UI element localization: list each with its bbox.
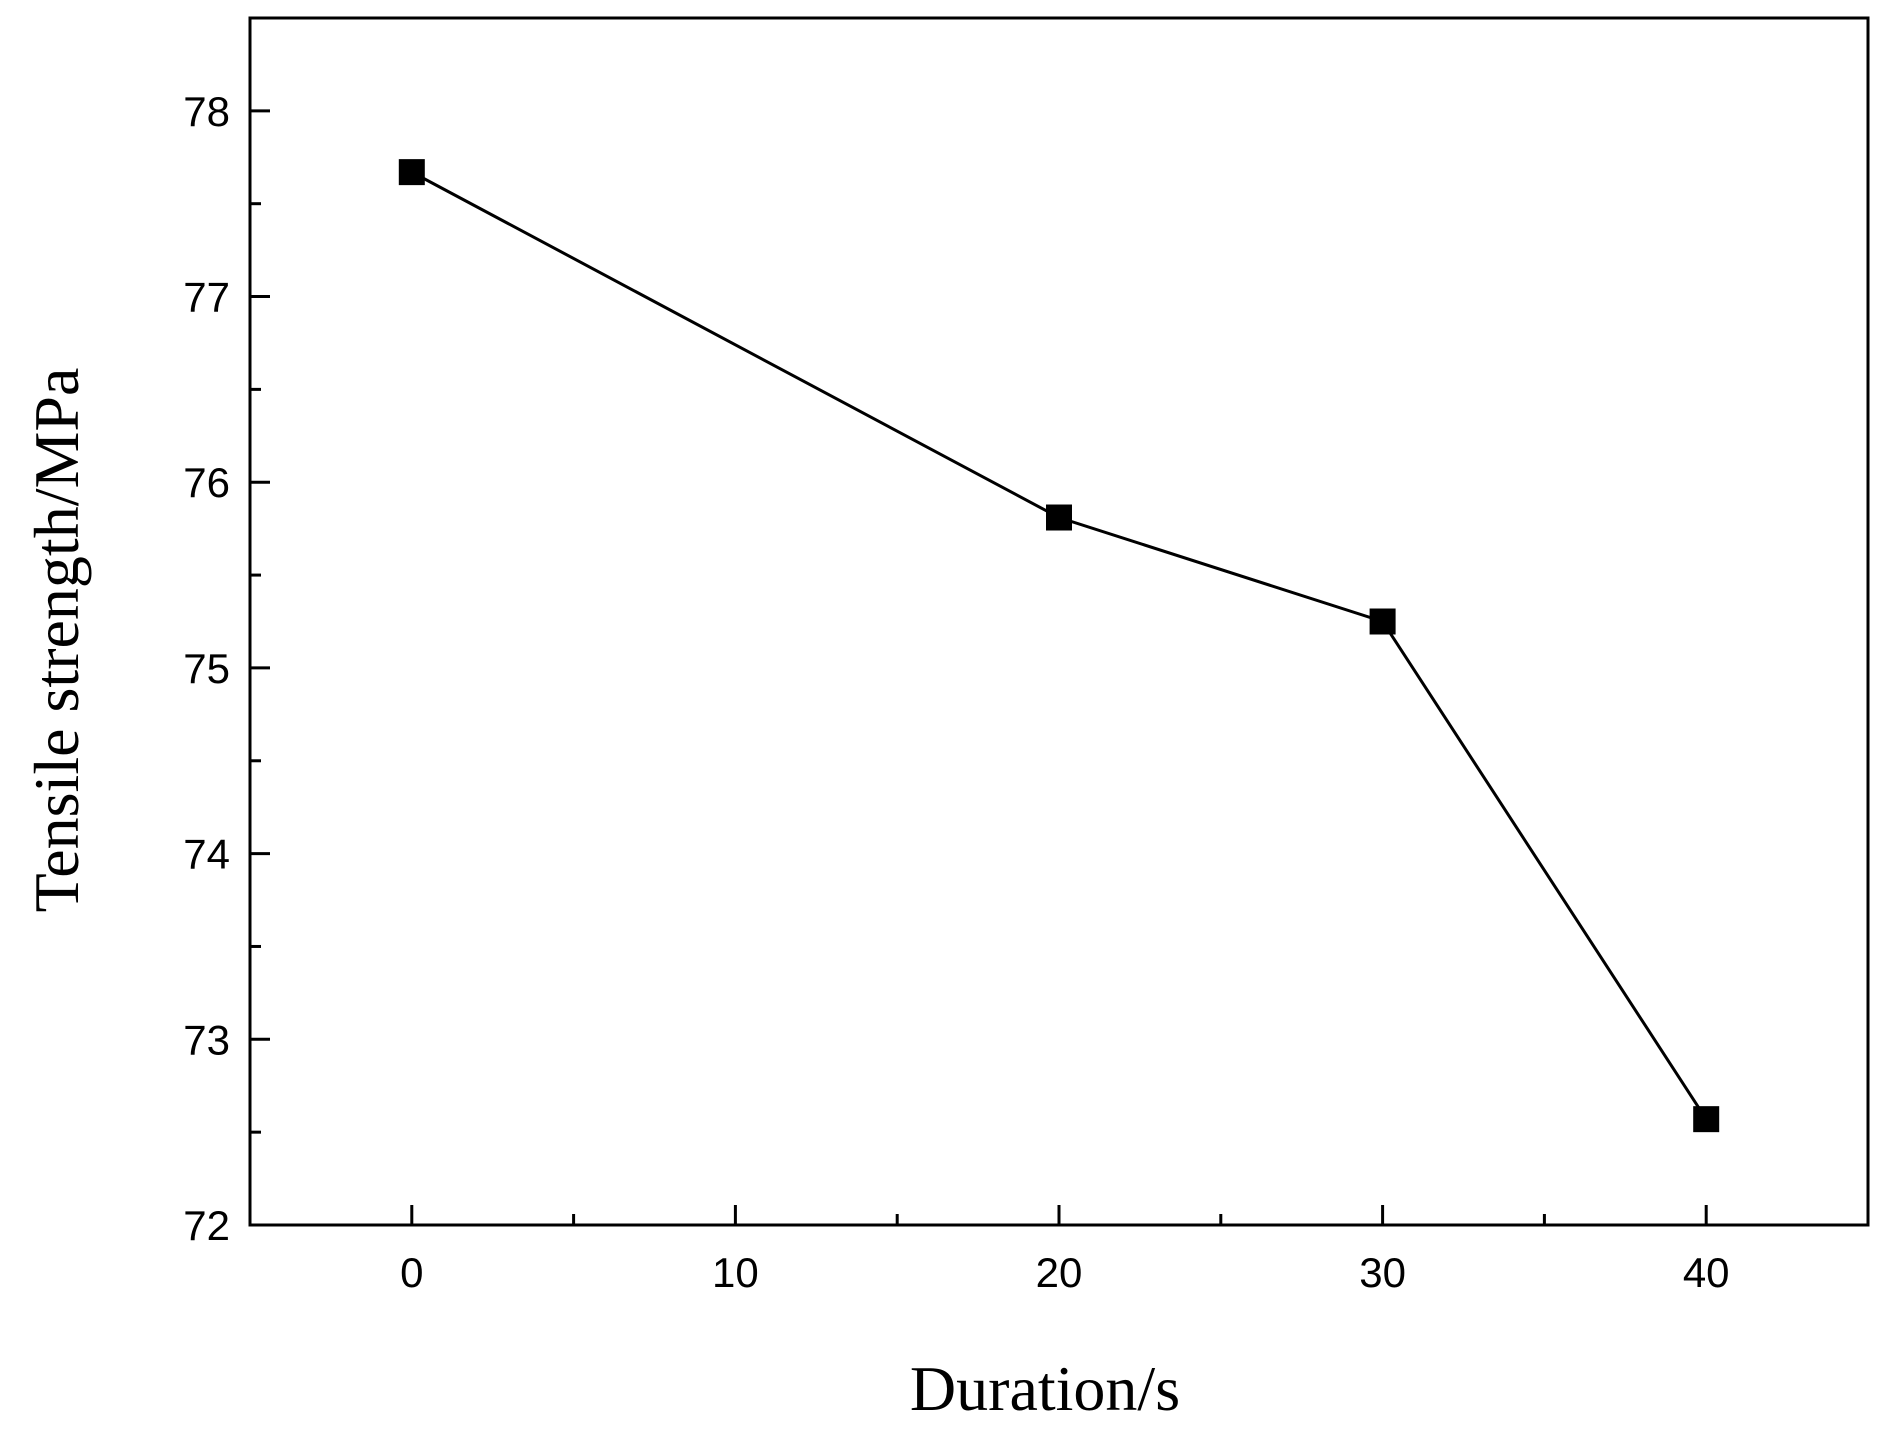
data-point — [1693, 1106, 1720, 1133]
x-tick-label: 10 — [712, 1249, 759, 1296]
x-tick-label: 0 — [400, 1249, 423, 1296]
y-tick-label: 78 — [183, 88, 230, 135]
y-axis-title: Tensile strength/MPa — [21, 368, 92, 913]
series-layer — [398, 159, 1720, 1133]
x-tick-label: 40 — [1683, 1249, 1730, 1296]
x-axis-title: Duration/s — [910, 1353, 1180, 1424]
x-axis-tick-labels: 0 10 20 30 40 — [400, 1249, 1729, 1296]
y-tick-label: 75 — [183, 645, 230, 692]
x-tick-label: 20 — [1036, 1249, 1083, 1296]
data-point — [1046, 504, 1072, 531]
y-tick-label: 77 — [183, 274, 230, 321]
series-line — [411, 170, 1708, 1120]
data-point — [398, 159, 425, 186]
plot-frame — [248, 16, 1870, 1227]
x-axis-ticks — [410, 1205, 1708, 1225]
y-tick-label: 72 — [183, 1202, 230, 1249]
data-point — [1369, 608, 1396, 635]
y-tick-label: 76 — [183, 459, 230, 506]
y-axis-tick-labels: 72 73 74 75 76 77 78 — [183, 88, 230, 1249]
y-axis-ticks — [250, 109, 270, 1227]
y-tick-label: 74 — [183, 831, 230, 878]
y-tick-label: 73 — [183, 1016, 230, 1063]
plot-area — [248, 16, 1870, 1227]
x-tick-label: 30 — [1359, 1249, 1406, 1296]
